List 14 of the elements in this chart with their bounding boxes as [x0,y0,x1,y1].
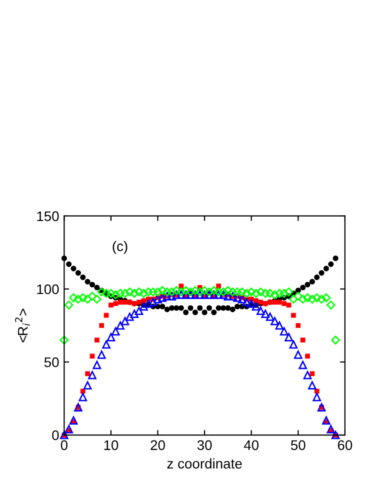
x-tick-label: 20 [150,440,165,450]
y-tick-label: 0 [52,430,59,440]
y-tick-label: 100 [37,284,59,294]
x-tick-label: 30 [197,440,212,450]
x-tick-label: 0 [60,440,68,450]
y-axis-title: <R$_{i}$$^{2}$> [15,308,30,342]
x-tick-label: 10 [104,440,118,450]
x-tick-label: 50 [290,440,306,450]
x-axis-title: z coordinate [167,458,242,469]
y-tick-label: 50 [44,357,59,368]
x-tick-label: 40 [244,440,259,450]
x-tick-label: 60 [338,440,352,450]
annotation: (c) [112,240,128,254]
y-tick-label: 150 [37,211,59,222]
